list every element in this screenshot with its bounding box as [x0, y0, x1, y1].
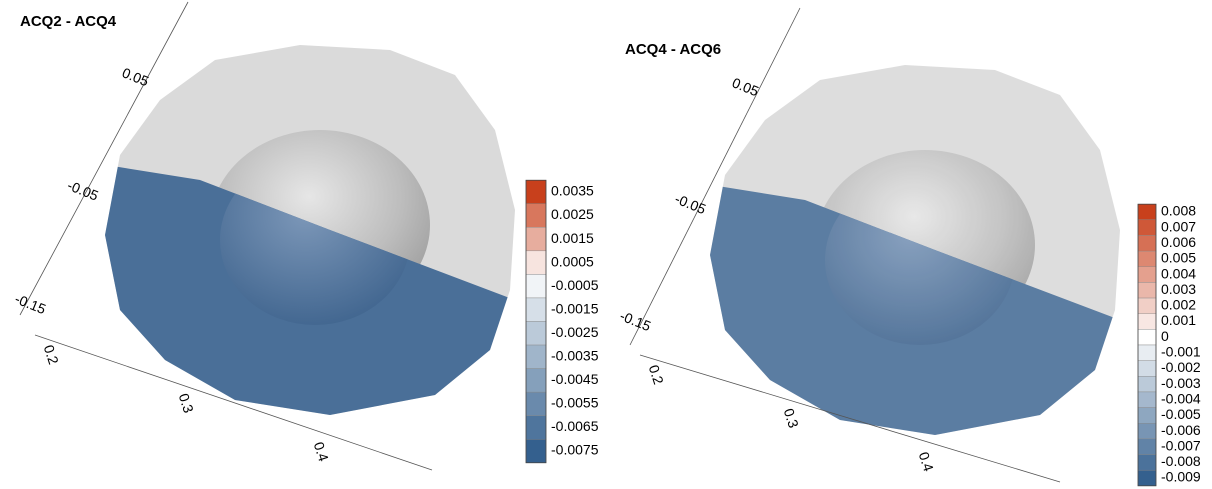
x-axis: [34, 334, 433, 471]
colorbar-label: 0.003: [1161, 281, 1196, 297]
y-tick-label: -0.15: [13, 290, 49, 317]
colorbar-label: -0.0055: [551, 395, 599, 411]
y-axis: [629, 7, 801, 346]
colorbar-swatch: [1137, 313, 1157, 330]
y-tick-label: 0.05: [730, 74, 761, 99]
x-axis: [639, 354, 1061, 483]
colorbar-swatch: [525, 368, 547, 393]
colorbar-swatch: [1137, 219, 1157, 236]
colorbar-label: 0: [1161, 328, 1169, 344]
colorbar-label: 0.007: [1161, 218, 1196, 234]
colorbar-swatch: [1137, 266, 1157, 283]
colorbar-swatch: [525, 415, 547, 440]
colorbar-label: -0.0065: [551, 418, 599, 434]
colorbar-swatch: [1137, 250, 1157, 267]
colorbar-label: 0.004: [1161, 265, 1196, 281]
colorbar-swatch: [525, 297, 547, 322]
colorbar-swatch: [1137, 282, 1157, 299]
colorbar-label: -0.0015: [551, 300, 599, 316]
colorbar-label: -0.0005: [551, 277, 599, 293]
colorbar-swatch: [1137, 329, 1157, 346]
colorbar-frame: [1137, 203, 1157, 487]
colorbar-label: 0.0035: [551, 183, 594, 199]
y-axis: [19, 1, 189, 316]
x-tick-label: 0.3: [176, 391, 197, 415]
colorbar-label: -0.004: [1161, 390, 1201, 406]
y-tick-label: -0.15: [618, 307, 654, 334]
colorbar-swatch: [1137, 203, 1157, 221]
x-tick-label: 0.3: [781, 406, 802, 430]
colorbar-swatch: [525, 391, 547, 416]
colorbar-label: -0.0045: [551, 371, 599, 387]
colorbar-swatch: [1137, 297, 1157, 314]
colorbar-frame: [525, 179, 547, 464]
x-tick-label: 0.2: [646, 363, 667, 387]
colorbar-label: -0.002: [1161, 359, 1201, 375]
colorbar-label: -0.001: [1161, 344, 1201, 360]
y-tick-label: 0.05: [120, 64, 151, 89]
colorbar-label: 0.0015: [551, 230, 594, 246]
colorbar-swatch: [525, 250, 547, 275]
colorbar-swatch: [1137, 454, 1157, 471]
colorbar-label: 0.0005: [551, 253, 594, 269]
colorbar-label: -0.008: [1161, 453, 1201, 469]
colorbar-label: -0.005: [1161, 406, 1201, 422]
colorbar-label: 0.0025: [551, 206, 594, 222]
colorbar-swatch: [1137, 407, 1157, 424]
colorbar-label: 0.005: [1161, 250, 1196, 266]
surface: [0, 0, 600, 489]
colorbar-swatch: [525, 274, 547, 299]
colorbar-swatch: [1137, 423, 1157, 440]
colorbar-label: -0.007: [1161, 437, 1201, 453]
panel-2: ACQ4 - ACQ6: [605, 7, 1205, 489]
colorbar-label: -0.006: [1161, 422, 1201, 438]
colorbar-swatch: [1137, 391, 1157, 408]
colorbar-swatch: [1137, 344, 1157, 361]
colorbar-swatch: [525, 439, 547, 463]
colorbar-label: -0.0025: [551, 324, 599, 340]
colorbar-label: 0.006: [1161, 234, 1196, 250]
colorbar-label: -0.009: [1161, 469, 1201, 485]
panel-title: ACQ4 - ACQ6: [625, 41, 721, 58]
y-tick-label: -0.05: [673, 190, 709, 217]
colorbar-swatch: [525, 227, 547, 252]
colorbar-swatch: [525, 344, 547, 369]
colorbar-swatch: [1137, 376, 1157, 393]
colorbar-swatch: [525, 180, 547, 204]
y-tick-label: -0.05: [65, 177, 101, 204]
panel-title: ACQ2 - ACQ4: [20, 13, 117, 30]
colorbar-swatch: [1137, 235, 1157, 252]
colorbar-swatch: [1137, 469, 1157, 487]
x-tick-label: 0.4: [916, 450, 937, 474]
panel-1: ACQ2 - ACQ4: [0, 0, 600, 489]
colorbar-label: -0.003: [1161, 375, 1201, 391]
colorbar-label: -0.0075: [551, 442, 599, 458]
x-tick-label: 0.2: [41, 343, 62, 367]
colorbar-label: 0.008: [1161, 203, 1196, 219]
colorbar-swatch: [525, 321, 547, 346]
colorbar-swatch: [1137, 360, 1157, 377]
surface: [605, 20, 1205, 489]
colorbar-swatch: [1137, 438, 1157, 455]
colorbar-label: 0.001: [1161, 312, 1196, 328]
colorbar-label: 0.002: [1161, 297, 1196, 313]
colorbar-swatch: [525, 203, 547, 228]
colorbar-label: -0.0035: [551, 348, 599, 364]
x-tick-label: 0.4: [311, 440, 332, 464]
